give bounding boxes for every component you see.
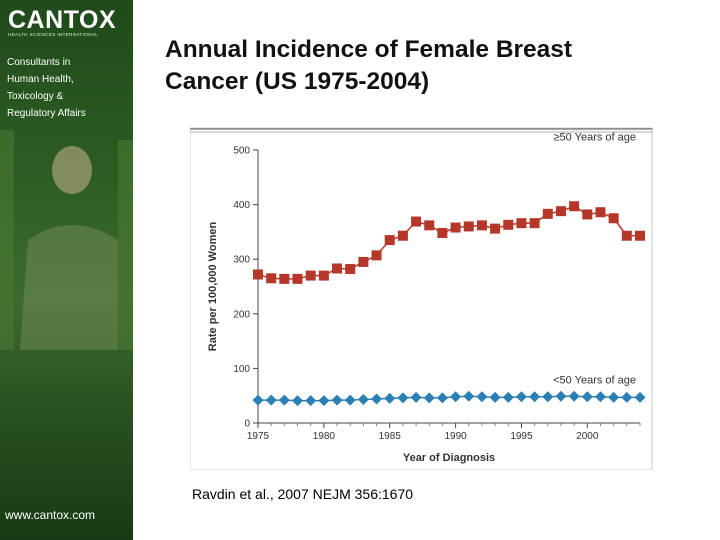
point-high [529,218,540,229]
point-high [437,227,448,238]
point-low [357,394,369,406]
point-low [265,394,277,406]
point-high [345,264,356,275]
slide-title-line: Annual Incidence of Female Breast [165,36,573,63]
point-low [568,390,580,402]
point-high [332,263,343,274]
point-low [344,394,356,406]
point-high [490,223,501,234]
point-high [424,220,435,231]
series-high-label: ≥50 Years of age [554,132,637,144]
point-low [410,391,422,403]
point-high [635,230,645,241]
y-tick-label: 0 [244,419,250,430]
point-high [384,235,395,246]
point-high [621,230,632,241]
x-tick-label: 1975 [247,431,270,442]
tagline-line: Human Health, [7,74,74,85]
point-low [529,391,541,403]
tagline-line: Consultants in [7,57,71,68]
point-high [371,250,382,261]
tagline-line: Regulatory Affairs [7,108,86,119]
chart-frame [190,127,653,470]
x-tick-label: 1985 [379,431,402,442]
point-low [450,391,462,403]
point-high [476,220,487,231]
website-url: www.cantox.com [5,508,96,522]
tagline: Consultants in Human Health, Toxicology … [7,54,127,122]
x-axis-label: Year of Diagnosis [403,452,495,464]
y-axis-label: Rate per 100,000 Women [207,222,219,352]
point-high [411,216,422,227]
point-high [569,201,580,212]
point-high [318,270,329,281]
point-low [331,394,343,406]
farmer-photo [0,130,133,350]
sidebar: CANTOX HEALTH SCIENCES INTERNATIONAL Con… [0,0,133,540]
point-high [279,273,290,284]
point-high [582,209,593,220]
point-high [516,218,527,229]
point-low [278,394,290,406]
point-low [305,395,317,407]
point-low [463,390,475,402]
tagline-line: Toxicology & [7,91,64,102]
logo: CANTOX [8,6,117,34]
point-high [253,269,263,280]
point-low [621,391,633,403]
point-low [608,391,620,403]
point-high [555,206,566,217]
x-tick-label: 1980 [313,431,336,442]
y-tick-label: 200 [233,309,250,320]
point-low [423,392,435,404]
point-low [371,393,383,405]
point-high [608,213,619,224]
point-low [555,390,567,402]
point-low [318,395,330,407]
point-low [476,391,488,403]
point-low [384,392,396,404]
point-low [542,391,554,403]
y-tick-label: 500 [233,146,250,157]
y-tick-label: 100 [233,364,250,375]
point-low [489,391,501,403]
point-low [581,391,593,403]
point-high [358,256,369,267]
incidence-chart: 0 100 200 300 400 500 1975 1980 1985 1990 1995 2000… [190,127,653,470]
y-tick-label: 400 [233,200,250,211]
x-tick-label: 1995 [510,431,533,442]
point-low [502,391,514,403]
point-high [397,230,408,241]
point-high [503,219,514,230]
point-low [594,391,606,403]
point-low [397,392,409,404]
point-low [436,392,448,404]
point-high [463,221,474,232]
series-low-label: <50 Years of age [553,374,636,386]
point-low [252,394,264,406]
logo-subtitle: HEALTH SCIENCES INTERNATIONAL [8,32,99,37]
citation: Ravdin et al., 2007 NEJM 356:1670 [192,486,414,502]
point-high [305,270,316,281]
slide-title: Annual Incidence of Female Breast Cancer… [165,34,705,98]
point-high [292,273,303,284]
point-high [266,273,277,284]
x-tick-label: 2000 [576,431,599,442]
y-tick-label: 300 [233,255,250,266]
point-low [634,391,646,403]
point-high [595,207,606,218]
slide-title-line: Cancer (US 1975-2004) [165,68,430,95]
point-high [542,208,553,219]
point-high [450,222,461,233]
point-low [292,395,304,407]
point-low [515,391,527,403]
x-tick-label: 1990 [444,431,467,442]
